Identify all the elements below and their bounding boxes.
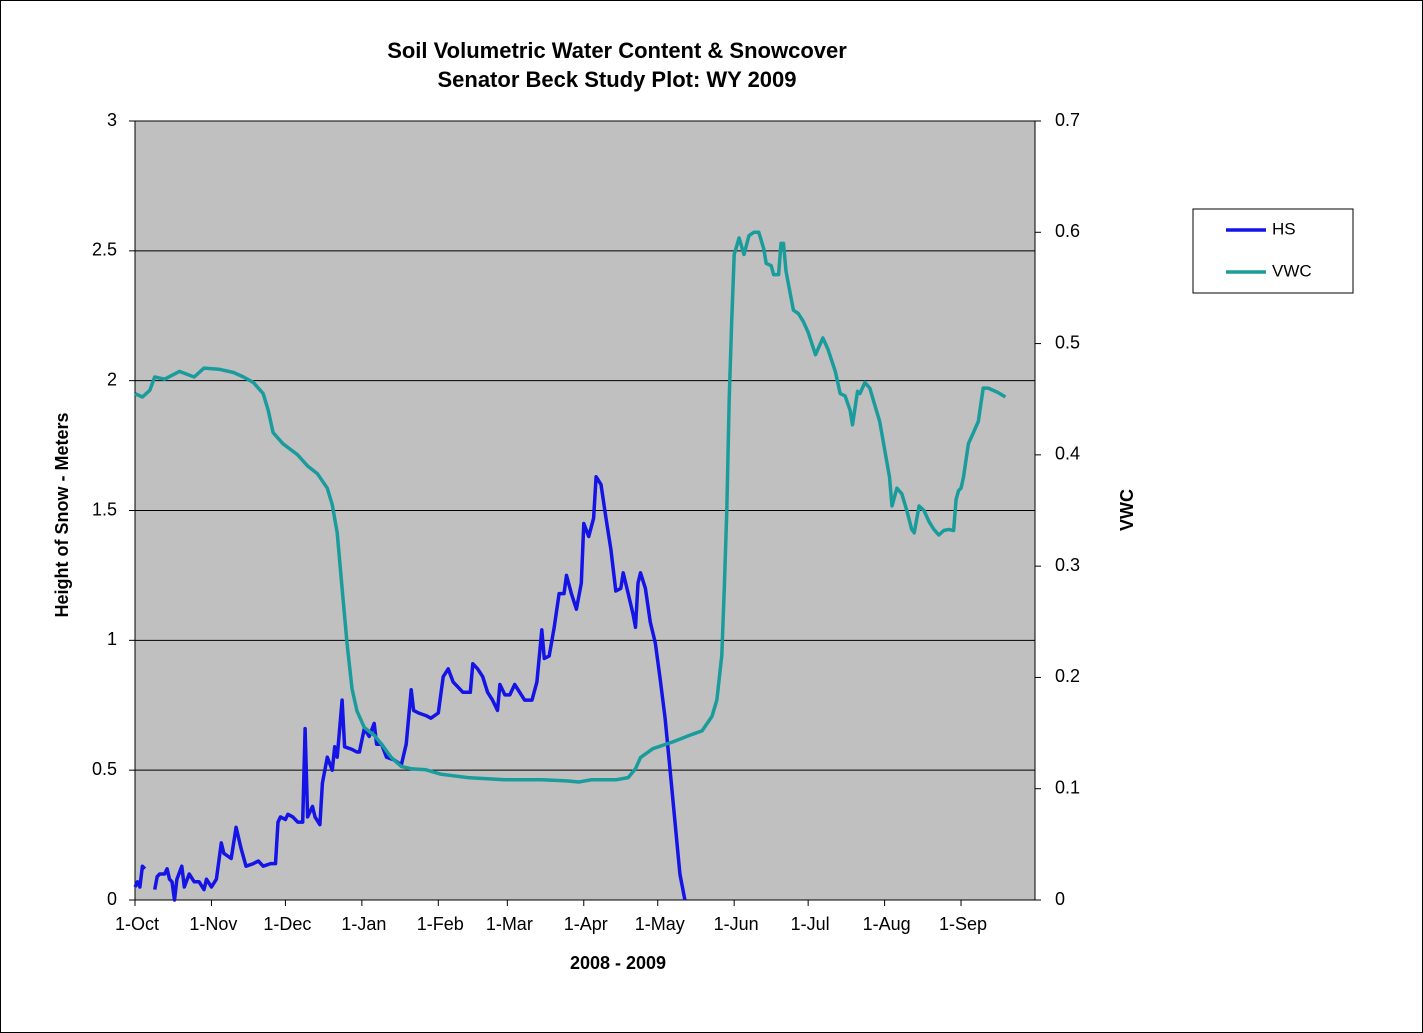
y2-tick-label: 0.2 xyxy=(1055,666,1080,686)
chart-title: Soil Volumetric Water Content & Snowcove… xyxy=(387,38,847,63)
y2-tick-label: 0.6 xyxy=(1055,221,1080,241)
series-line xyxy=(134,230,1007,784)
chart-subtitle: Senator Beck Study Plot: WY 2009 xyxy=(437,67,796,92)
x-tick-label: 1-Jan xyxy=(341,914,386,934)
x-tick-label: 1-Nov xyxy=(189,914,237,934)
x-tick-label: 1-Dec xyxy=(263,914,311,934)
x-tick-label: 1-Jul xyxy=(791,914,830,934)
y2-tick-label: 0.4 xyxy=(1055,444,1080,464)
x-tick-label: 1-Feb xyxy=(417,914,464,934)
x-tick-label: 1-Apr xyxy=(564,914,608,934)
series-line xyxy=(133,474,687,902)
x-tick-label: 1-Sep xyxy=(939,914,987,934)
x-tick-label: 1-Jun xyxy=(714,914,759,934)
y2-tick-label: 0.3 xyxy=(1055,555,1080,575)
legend-label: VWC xyxy=(1272,261,1312,280)
y-tick-label: 0 xyxy=(107,889,117,909)
legend-box xyxy=(1192,208,1354,294)
legend-label: HS xyxy=(1272,219,1296,238)
y-tick-label: 3 xyxy=(107,110,117,130)
y2-axis-label: VWC xyxy=(1117,489,1137,531)
x-tick-label: 1-Oct xyxy=(115,914,159,934)
x-axis-label: 2008 - 2009 xyxy=(570,953,666,973)
y-tick-label: 0.5 xyxy=(92,759,117,779)
y-tick-label: 1 xyxy=(107,629,117,649)
y-axis-label: Height of Snow - Meters xyxy=(52,412,72,617)
y-tick-label: 2 xyxy=(107,369,117,389)
y2-tick-label: 0.5 xyxy=(1055,332,1080,352)
x-tick-label: 1-May xyxy=(635,914,685,934)
y2-tick-label: 0 xyxy=(1055,889,1065,909)
x-tick-label: 1-Mar xyxy=(486,914,533,934)
y-tick-label: 1.5 xyxy=(92,499,117,519)
x-tick-label: 1-Aug xyxy=(863,914,911,934)
y2-tick-label: 0.1 xyxy=(1055,777,1080,797)
y-tick-label: 2.5 xyxy=(92,240,117,260)
y2-tick-label: 0.7 xyxy=(1055,110,1080,130)
